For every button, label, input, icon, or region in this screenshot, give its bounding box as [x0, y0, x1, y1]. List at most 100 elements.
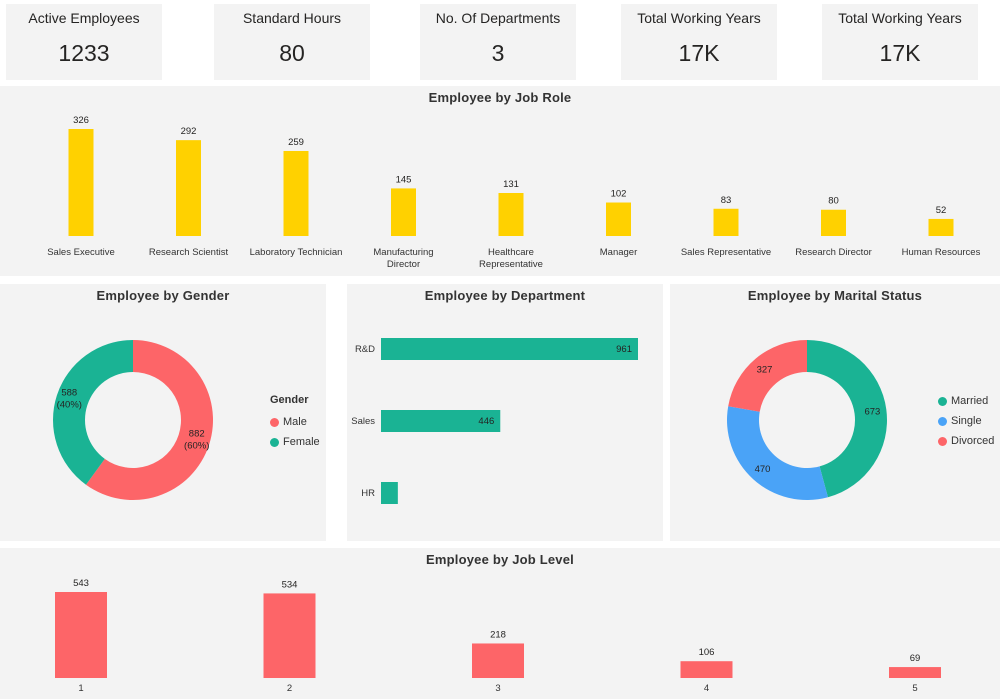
job-role-category-label: Representative — [479, 259, 543, 270]
job-role-data-label: 131 — [503, 179, 519, 190]
single-swatch — [938, 416, 947, 426]
legend-item-divorced[interactable]: Divorced — [938, 431, 994, 451]
kpi-label: Total Working Years — [838, 10, 962, 26]
job-role-category-label: Sales Executive — [47, 247, 115, 258]
kpi-label: Standard Hours — [242, 10, 342, 26]
department-bar — [381, 482, 398, 504]
kpi-value: 17K — [678, 40, 720, 66]
job-role-data-label: 83 — [721, 195, 732, 206]
legend-item-male[interactable]: Male — [270, 412, 320, 432]
female-swatch — [270, 437, 279, 447]
legend-label: Divorced — [951, 435, 995, 447]
job-role-category-label: Healthcare — [488, 247, 534, 258]
department-category-label: HR — [361, 488, 375, 499]
job-level-data-label: 69 — [910, 653, 921, 664]
male-swatch — [270, 417, 279, 427]
department-bar — [381, 410, 501, 432]
job-level-title: Employee by Job Level — [426, 552, 574, 567]
job-level-category-label: 2 — [287, 683, 292, 694]
job-level-category-label: 5 — [912, 683, 917, 694]
gender-slice-label: 882 — [189, 429, 205, 440]
job-level-panel: Employee by Job Level 543 1 534 2 218 3 106 4 69… — [0, 548, 1000, 699]
job-role-data-label: 259 — [288, 137, 304, 148]
marital-slice-label: 673 — [864, 406, 880, 417]
job-role-category-label: Laboratory Technician — [250, 247, 343, 258]
job-role-bar — [391, 188, 416, 236]
marital-slice-divorced — [728, 340, 807, 412]
job-level-bar — [889, 667, 941, 678]
department-category-label: Sales — [351, 416, 375, 427]
job-role-title: Employee by Job Role — [428, 90, 572, 105]
job-role-data-label: 52 — [936, 205, 947, 216]
gender-legend: Gender Male Female — [270, 394, 320, 452]
kpi-card-departments: No. Of Departments 3 — [420, 4, 576, 80]
marital-slice-label: 470 — [755, 464, 771, 475]
job-role-bar — [283, 150, 309, 236]
legend-item-single[interactable]: Single — [938, 411, 994, 431]
gender-panel: Employee by Gender 882 (60%) 588 (40%) Gend… — [0, 284, 326, 541]
job-level-category-label: 4 — [704, 683, 709, 694]
gender-slice-label: 588 — [61, 387, 77, 398]
job-role-data-label: 292 — [181, 126, 197, 137]
job-role-category-label: Sales Representative — [681, 247, 771, 258]
department-panel: Employee by Department R&D 961 Sales 446 HR — [347, 284, 663, 541]
gender-legend-title: Gender — [270, 394, 309, 406]
legend-item-married[interactable]: Married — [938, 391, 994, 411]
gender-slice-male — [85, 340, 214, 500]
job-role-category-label: Director — [387, 259, 420, 270]
kpi-card-standard-hours: Standard Hours 80 — [214, 4, 370, 80]
job-role-category-label: Human Resources — [902, 247, 981, 258]
marital-donut-chart: 673 470 327 — [727, 340, 887, 500]
marital-slice-married — [807, 340, 887, 498]
job-role-panel: Employee by Job Role 326 Sales Executive 2… — [0, 86, 1000, 276]
job-role-category-label: Manufacturing — [373, 247, 433, 258]
legend-label: Female — [283, 436, 320, 448]
job-level-bar — [55, 592, 107, 678]
kpi-value: 17K — [879, 40, 921, 66]
marital-panel: Employee by Marital Status 673 470 327 Mar… — [670, 284, 1000, 541]
department-bar-chart: R&D 961 Sales 446 HR — [351, 338, 638, 504]
job-role-category-label: Manager — [600, 247, 638, 258]
marital-slice-single — [727, 406, 828, 500]
job-role-bar — [821, 209, 846, 236]
kpi-card-total-working-years: Total Working Years 17K — [621, 4, 777, 80]
marital-legend: Married Single Divorced — [938, 391, 994, 451]
department-category-label: R&D — [355, 344, 375, 355]
department-data-label: 961 — [616, 344, 632, 355]
job-level-bar — [263, 593, 316, 678]
marital-slice-label: 327 — [757, 364, 773, 375]
divorced-swatch — [938, 436, 947, 446]
kpi-label: Active Employees — [28, 10, 140, 26]
job-level-category-label: 3 — [495, 683, 500, 694]
job-role-bar — [606, 202, 631, 236]
kpi-label: Total Working Years — [637, 10, 761, 26]
gender-slice-female — [53, 340, 133, 485]
job-role-bar — [713, 208, 739, 236]
job-level-chart: 543 1 534 2 218 3 106 4 69 5 — [55, 578, 941, 694]
job-level-category-label: 1 — [78, 683, 83, 694]
kpi-label: No. Of Departments — [435, 10, 561, 26]
kpi-card-total-working-years-2: Total Working Years 17K — [822, 4, 978, 80]
legend-label: Married — [951, 395, 989, 407]
job-role-bar — [68, 129, 94, 236]
department-data-label: 446 — [478, 416, 494, 427]
job-level-data-label: 106 — [699, 647, 715, 658]
gender-slice-label: (60%) — [184, 441, 209, 452]
gender-slice-label: (40%) — [57, 399, 82, 410]
gender-title: Employee by Gender — [96, 288, 230, 303]
job-role-category-label: Research Director — [795, 247, 872, 258]
job-role-data-label: 145 — [396, 174, 412, 185]
gender-donut-chart: 882(60%) 588(40%) — [53, 340, 214, 500]
kpi-value: 1233 — [58, 40, 110, 66]
married-swatch — [938, 396, 947, 406]
legend-item-female[interactable]: Female — [270, 432, 320, 452]
department-title: Employee by Department — [424, 288, 586, 303]
job-level-data-label: 543 — [73, 578, 89, 589]
job-level-data-label: 218 — [490, 629, 506, 640]
job-role-data-label: 80 — [828, 196, 839, 207]
job-role-data-label: 326 — [73, 115, 89, 126]
job-role-chart: 326 Sales Executive 292 Research Scientist 2… — [47, 115, 981, 270]
marital-title: Employee by Marital Status — [747, 288, 923, 303]
legend-label: Male — [283, 416, 307, 428]
kpi-card-active-employees: Active Employees 1233 — [6, 4, 162, 80]
